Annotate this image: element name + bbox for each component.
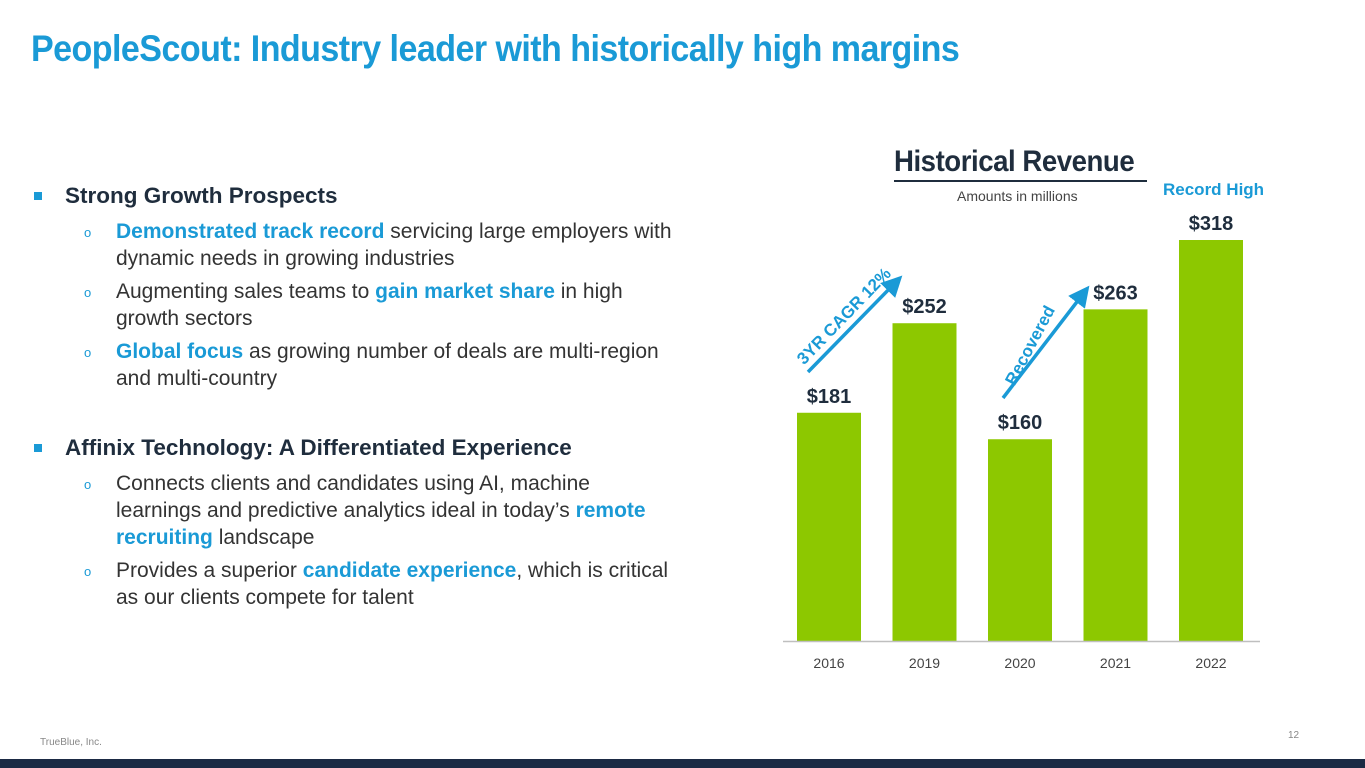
bullet-text: Connects clients and candidates using AI… [116,472,590,522]
data-label-2022: $318 [1189,213,1234,235]
section-growth: Strong Growth Prospects o Demonstrated tr… [33,180,673,392]
highlight-text: remote recruiting [116,499,646,549]
sub-bullet-candidate-experience: o Provides a superior candidate experienc… [33,557,673,611]
circle-bullet-icon: o [84,477,92,492]
page-number: 12 [1288,730,1300,741]
bar-2019 [892,323,957,641]
section-heading: Affinix Technology: A Differentiated Exp… [33,432,673,464]
footer-bar [0,759,1365,768]
data-label-2016: $181 [807,386,852,408]
highlight-text: candidate experience [302,559,517,582]
section-affinix: Affinix Technology: A Differentiated Exp… [33,432,673,611]
data-label-2019: $252 [902,296,947,318]
recovered-annotation: Recovered [1001,303,1059,389]
bullet-text: in high growth sectors [116,280,623,330]
data-label-2021: $263 [1093,282,1138,304]
bullet-list: Strong Growth Prospects o Demonstrated tr… [33,180,673,611]
bar-2020 [988,439,1052,641]
section-heading: Strong Growth Prospects [33,180,673,212]
bar-2022 [1179,240,1243,641]
circle-bullet-icon: o [84,564,92,579]
circle-bullet-icon: o [84,345,92,360]
recovered-arrow [1001,285,1090,400]
tick-label-2020: 2020 [1004,655,1035,671]
chart-subtitle: Amounts in millions [957,188,1078,204]
footer-company: TrueBlue, Inc. [40,737,102,748]
circle-bullet-icon: o [84,225,92,240]
square-bullet-icon [34,444,42,452]
data-label-2020: $160 [998,412,1043,434]
bullet-text: as growing number of deals are multi-reg… [116,340,659,390]
record-high-annotation: Record High [1163,180,1265,199]
bullet-text: landscape [212,526,315,549]
square-bullet-icon [34,192,42,200]
sub-bullet-global-focus: o Global focus as growing number of deals… [33,338,673,392]
sub-bullet-connects: o Connects clients and candidates using A… [33,470,673,551]
tick-label-2021: 2021 [1100,655,1131,671]
tick-label-2022: 2022 [1195,655,1226,671]
highlight-text: gain market share [375,280,555,303]
bullet-text: , which is critical as our clients compe… [116,559,669,609]
circle-bullet-icon: o [84,285,92,300]
tick-label-2016: 2016 [813,655,844,671]
sub-bullet-sales-teams: o Augmenting sales teams to gain market s… [33,278,673,332]
section-heading-text: Affinix Technology: A Differentiated Exp… [65,435,572,460]
tick-label-2019: 2019 [909,655,940,671]
bar-2021 [1083,309,1148,641]
cagr-annotation: 3YR CAGR 12% [793,264,895,368]
slide-title: PeopleScout: Industry leader with histor… [31,28,960,69]
cagr-arrow [806,275,903,374]
highlight-text: Global focus [116,340,244,363]
bar-2016 [797,412,861,641]
bullet-text: Augmenting sales teams to [116,280,376,303]
chart-title: Historical Revenue [894,145,1135,178]
highlight-text: Demonstrated track record [116,220,385,243]
chart-title-underline [894,180,1147,182]
section-heading-text: Strong Growth Prospects [65,183,338,208]
bullet-text: servicing large employers with dynamic n… [116,220,672,270]
sub-bullet-track-record: o Demonstrated track record servicing lar… [33,218,673,272]
bullet-text: Provides a superior [116,559,303,582]
